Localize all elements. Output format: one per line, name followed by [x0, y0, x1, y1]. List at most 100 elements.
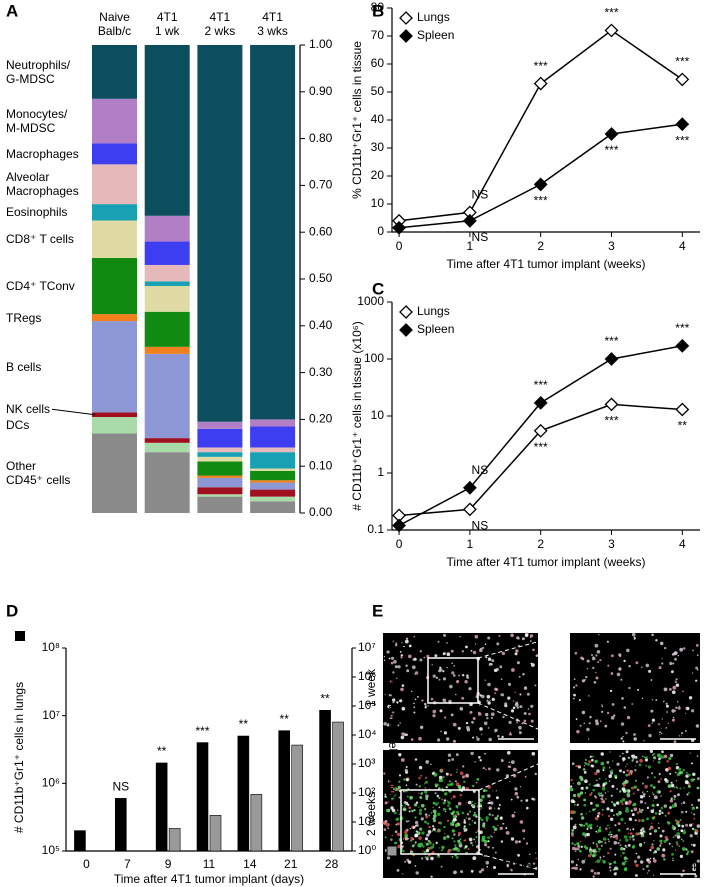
cell-dot — [472, 856, 477, 861]
cell-dot — [576, 730, 580, 734]
cell-dot — [404, 802, 407, 805]
cell-dot — [581, 710, 586, 715]
cell-dot — [597, 828, 602, 833]
cell-dot — [401, 684, 405, 687]
cell-dot — [418, 806, 420, 808]
cell-dot — [459, 635, 461, 638]
bar-segment — [250, 470, 296, 481]
cell-dot — [463, 775, 466, 778]
cell-dot — [510, 798, 513, 801]
cell-dot — [571, 867, 574, 870]
cell-dot — [598, 847, 601, 851]
cell-dot — [478, 756, 481, 759]
cell-dot — [434, 802, 438, 806]
bar-segment — [197, 421, 243, 429]
cell-dot — [652, 792, 654, 794]
cell-dot — [611, 784, 615, 788]
cell-dot — [674, 771, 677, 774]
cell-dot — [428, 814, 431, 817]
cell-dot — [624, 844, 627, 847]
significance-label: ** — [280, 712, 290, 726]
cell-dot — [624, 800, 626, 803]
cell-dot — [634, 756, 638, 759]
cell-dot — [437, 812, 441, 816]
cell-dot — [601, 710, 604, 713]
cell-dot — [677, 654, 679, 657]
cell-dot — [641, 697, 644, 700]
cell-dot — [446, 652, 451, 656]
cell-dot — [442, 653, 445, 656]
cell-dot — [691, 804, 694, 806]
cell-dot — [651, 822, 653, 825]
cell-dot — [610, 800, 613, 803]
cell-dot — [419, 827, 423, 831]
cell-dot — [641, 782, 644, 785]
cell-dot — [396, 844, 401, 849]
cell-dot — [617, 828, 621, 832]
cell-dot — [639, 844, 642, 848]
significance-label: *** — [604, 6, 618, 20]
cell-dot — [459, 771, 464, 776]
cell-dot — [501, 759, 503, 761]
cell-dot — [661, 662, 664, 665]
cell-dot — [680, 811, 684, 814]
cell-dot — [591, 656, 596, 661]
cell-dot — [520, 799, 523, 802]
cell-dot — [405, 766, 408, 768]
cell-dot — [599, 786, 601, 788]
significance-label: *** — [604, 414, 618, 428]
cell-dot — [582, 832, 586, 836]
cell-dot — [625, 838, 629, 842]
cell-dot — [430, 763, 432, 765]
cell-dot — [508, 731, 513, 736]
cell-dot — [641, 666, 643, 668]
significance-label: ** — [239, 717, 249, 731]
cell-dot — [482, 789, 486, 793]
cell-dot — [418, 808, 423, 812]
cell-dot — [413, 702, 415, 705]
cell-dot — [596, 814, 600, 818]
cell-dot — [431, 845, 435, 849]
cell-dot — [390, 661, 394, 665]
cell-dot — [500, 678, 503, 681]
cell-dot — [425, 842, 429, 846]
cell-dot — [585, 846, 589, 850]
cell-dot — [661, 853, 666, 858]
cell-dot — [620, 678, 623, 681]
cell-dot — [659, 641, 664, 646]
cell-dot — [461, 650, 464, 653]
y-tick-label: 0.50 — [309, 271, 333, 285]
cell-dot — [609, 751, 611, 753]
bar-segment — [92, 164, 137, 205]
cell-dot — [661, 732, 664, 735]
cell-dot — [440, 865, 443, 868]
cell-dot — [514, 702, 519, 707]
cell-dot — [616, 762, 620, 766]
cell-dot — [442, 776, 445, 779]
cell-dot — [432, 843, 435, 846]
cell-dot — [606, 711, 610, 715]
cell-dot — [514, 652, 518, 656]
cell-dot — [645, 765, 647, 767]
cell-dot — [652, 786, 656, 789]
cell-dot — [473, 813, 477, 817]
cell-dot — [518, 675, 521, 678]
cell-dot — [508, 761, 510, 763]
cell-dot — [598, 851, 600, 853]
cell-dot — [634, 819, 637, 822]
cell-dot — [481, 807, 483, 809]
y-tick-label: 60 — [371, 56, 385, 70]
cell-dot — [415, 871, 419, 875]
x-tick-label: 3 — [608, 239, 615, 253]
y-tick-label: 1000 — [357, 294, 384, 308]
bar-segment — [250, 480, 296, 483]
cell-dot — [401, 642, 403, 644]
cell-dot — [610, 833, 613, 836]
cell-dot — [634, 863, 637, 865]
cell-dot — [424, 787, 427, 789]
cell-dot — [412, 658, 415, 661]
cell-dot — [628, 686, 631, 690]
cell-dot — [600, 752, 604, 756]
cell-dot — [572, 793, 577, 798]
cell-dot — [671, 826, 675, 829]
